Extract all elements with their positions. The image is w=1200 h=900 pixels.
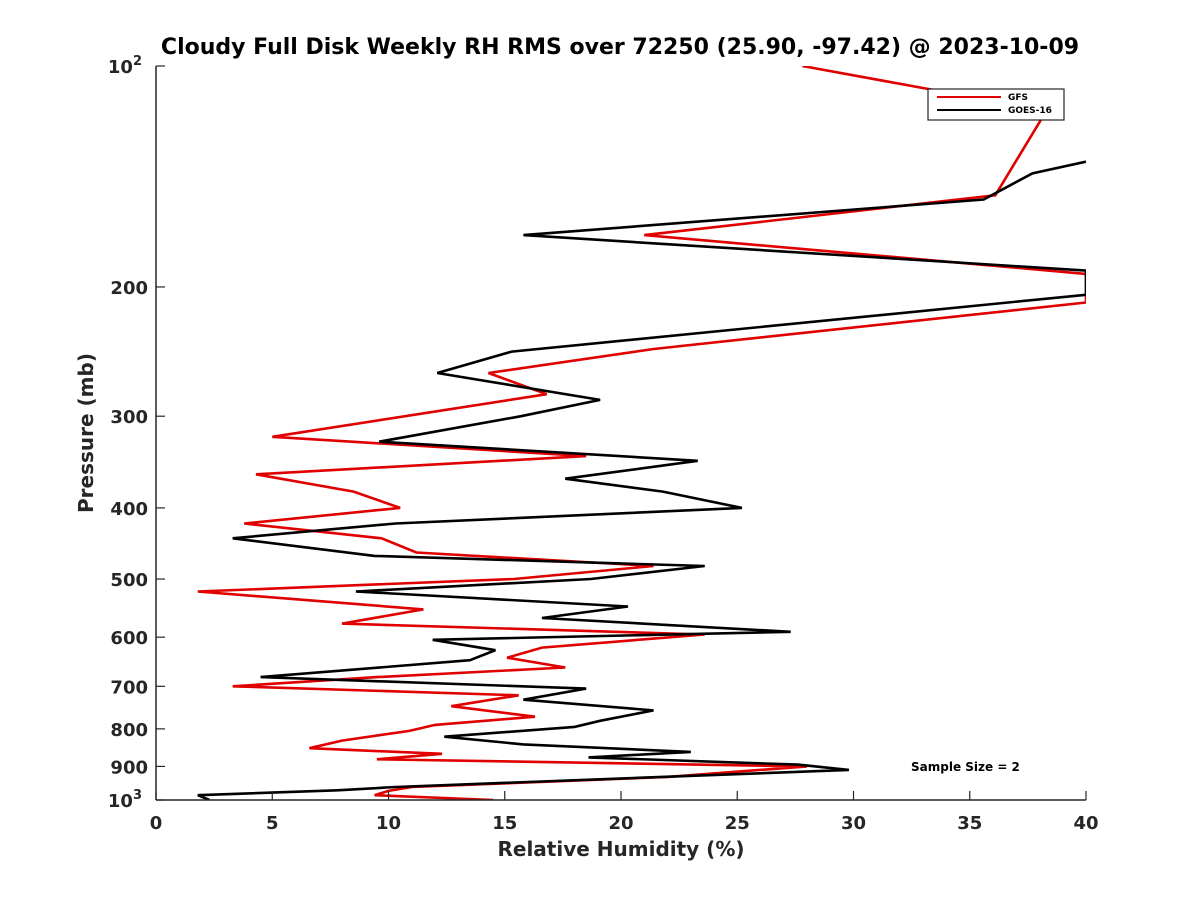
x-tick-label: 15 [492,813,517,834]
x-tick-label: 0 [150,813,163,834]
legend: GFS GOES-16 [927,88,1065,121]
y-tick-label-exponent: 3 [133,788,142,803]
sample-size-annotation: Sample Size = 2 [911,760,1020,774]
series-line-gfs [197,66,1086,800]
x-axis-label: Relative Humidity (%) [497,837,744,861]
y-tick-label: 400 [110,499,148,520]
y-tick-label: 900 [110,757,148,778]
y-tick-label: 103 [108,788,142,812]
y-tick-label: 500 [110,570,148,591]
y-tick-label: 700 [110,677,148,698]
y-tick-label-base: 10 [108,57,133,78]
x-tick-label: 20 [608,813,633,834]
y-axis-label: Pressure (mb) [74,353,98,513]
y-tick-label: 200 [110,278,148,299]
y-tick-label-exponent: 2 [133,54,142,69]
series-line-goes16 [197,160,1086,800]
y-tick-label: 300 [110,407,148,428]
y-tick-label: 800 [110,720,148,741]
x-tick-label: 30 [841,813,866,834]
legend-box [927,88,1065,121]
y-tick-label-base: 10 [108,791,133,812]
y-tick-label: 102 [108,54,142,78]
chart-title: Cloudy Full Disk Weekly RH RMS over 7225… [161,35,1079,60]
y-tick-label: 600 [110,628,148,649]
x-tick-label: 35 [957,813,982,834]
x-ticks: 0 5 10 15 20 25 30 35 40 [150,791,1099,834]
x-tick-label: 40 [1073,813,1098,834]
legend-label-goes16: GOES-16 [1008,106,1052,116]
x-tick-label: 10 [376,813,401,834]
x-tick-label: 25 [725,813,750,834]
legend-label-gfs: GFS [1008,93,1028,103]
series-layer [197,66,1086,800]
x-tick-label: 5 [266,813,279,834]
